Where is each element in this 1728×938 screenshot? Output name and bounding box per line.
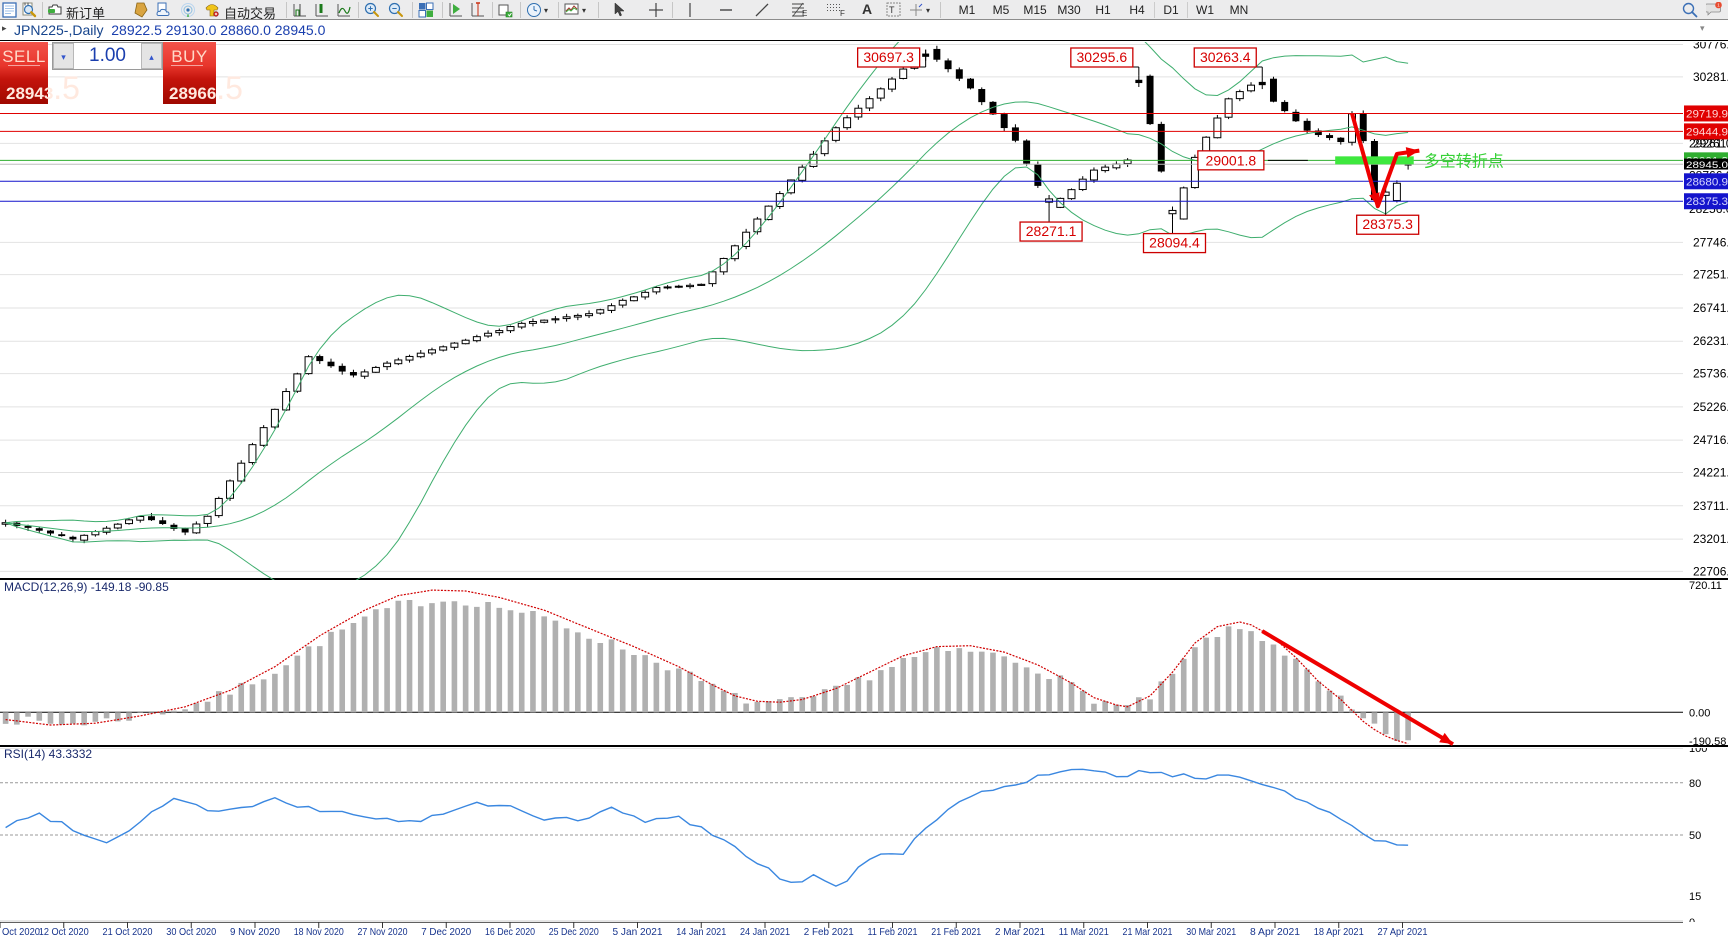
svg-text:28094.4: 28094.4: [1149, 235, 1200, 251]
svg-text:28945.0: 28945.0: [1686, 160, 1728, 171]
svg-text:27251.0: 27251.0: [1693, 268, 1728, 282]
svg-text:RSI(14) 43.3332: RSI(14) 43.3332: [4, 748, 92, 761]
svg-text:16 Dec 2020: 16 Dec 2020: [485, 926, 535, 938]
svg-text:24 Jan 2021: 24 Jan 2021: [740, 926, 790, 938]
svg-text:100: 100: [1689, 748, 1707, 755]
svg-text:22706.0: 22706.0: [1693, 564, 1728, 578]
svg-text:28375.3: 28375.3: [1362, 216, 1413, 232]
svg-text:26741.0: 26741.0: [1693, 301, 1728, 315]
svg-text:50: 50: [1689, 830, 1701, 842]
svg-text:0.00: 0.00: [1689, 707, 1710, 719]
svg-text:23711.0: 23711.0: [1693, 499, 1728, 513]
svg-text:29444.9: 29444.9: [1686, 126, 1728, 138]
svg-text:Oct 2020: Oct 2020: [2, 926, 40, 938]
svg-text:29001.8: 29001.8: [1206, 152, 1257, 168]
svg-text:720.11: 720.11: [1689, 581, 1722, 592]
svg-text:24716.0: 24716.0: [1693, 433, 1728, 447]
svg-text:28271.1: 28271.1: [1026, 223, 1077, 239]
svg-text:23201.0: 23201.0: [1693, 532, 1728, 546]
svg-text:25 Dec 2020: 25 Dec 2020: [549, 926, 599, 938]
svg-text:30281.0: 30281.0: [1693, 70, 1728, 84]
svg-text:21 Oct 2020: 21 Oct 2020: [103, 926, 153, 938]
svg-text:30697.3: 30697.3: [863, 49, 914, 65]
svg-text:2 Mar 2021: 2 Mar 2021: [995, 926, 1045, 938]
svg-text:26231.0: 26231.0: [1693, 334, 1728, 348]
svg-text:12 Oct 2020: 12 Oct 2020: [39, 926, 89, 938]
svg-text:28680.9: 28680.9: [1686, 176, 1728, 188]
svg-text:24221.0: 24221.0: [1693, 465, 1728, 479]
svg-text:30 Oct 2020: 30 Oct 2020: [166, 926, 216, 938]
svg-text:30295.6: 30295.6: [1077, 49, 1128, 65]
svg-text:27746.0: 27746.0: [1693, 235, 1728, 249]
svg-text:2 Feb 2021: 2 Feb 2021: [804, 926, 854, 938]
svg-text:18 Nov 2020: 18 Nov 2020: [294, 926, 344, 938]
svg-text:7 Dec 2020: 7 Dec 2020: [421, 926, 471, 938]
svg-text:21 Mar 2021: 21 Mar 2021: [1123, 926, 1173, 938]
svg-text:80: 80: [1689, 778, 1701, 790]
svg-text:28375.3: 28375.3: [1686, 196, 1728, 208]
svg-text:30263.4: 30263.4: [1200, 49, 1251, 65]
svg-text:14 Jan 2021: 14 Jan 2021: [676, 926, 726, 938]
svg-text:30776.0: 30776.0: [1693, 42, 1728, 52]
svg-text:18 Apr 2021: 18 Apr 2021: [1314, 926, 1364, 938]
svg-text:15: 15: [1689, 891, 1701, 903]
svg-text:MACD(12,26,9) -149.18 -90.85: MACD(12,26,9) -149.18 -90.85: [4, 581, 169, 594]
svg-text:11 Feb 2021: 11 Feb 2021: [868, 926, 918, 938]
svg-text:11 Mar 2021: 11 Mar 2021: [1059, 926, 1109, 938]
svg-text:21 Feb 2021: 21 Feb 2021: [931, 926, 981, 938]
svg-text:30 Mar 2021: 30 Mar 2021: [1186, 926, 1236, 938]
svg-text:-190.58: -190.58: [1689, 736, 1726, 747]
svg-text:5 Jan 2021: 5 Jan 2021: [613, 926, 663, 938]
svg-text:多空转折点: 多空转折点: [1424, 152, 1504, 170]
svg-text:27 Nov 2020: 27 Nov 2020: [358, 926, 408, 938]
svg-text:25736.0: 25736.0: [1693, 367, 1728, 381]
svg-text:27 Apr 2021: 27 Apr 2021: [1378, 926, 1428, 938]
svg-text:8 Apr 2021: 8 Apr 2021: [1250, 926, 1300, 938]
svg-text:9 Nov 2020: 9 Nov 2020: [230, 926, 280, 938]
svg-text:25226.0: 25226.0: [1693, 400, 1728, 414]
svg-text:29719.9: 29719.9: [1686, 108, 1728, 120]
svg-text:T: T: [889, 5, 895, 15]
